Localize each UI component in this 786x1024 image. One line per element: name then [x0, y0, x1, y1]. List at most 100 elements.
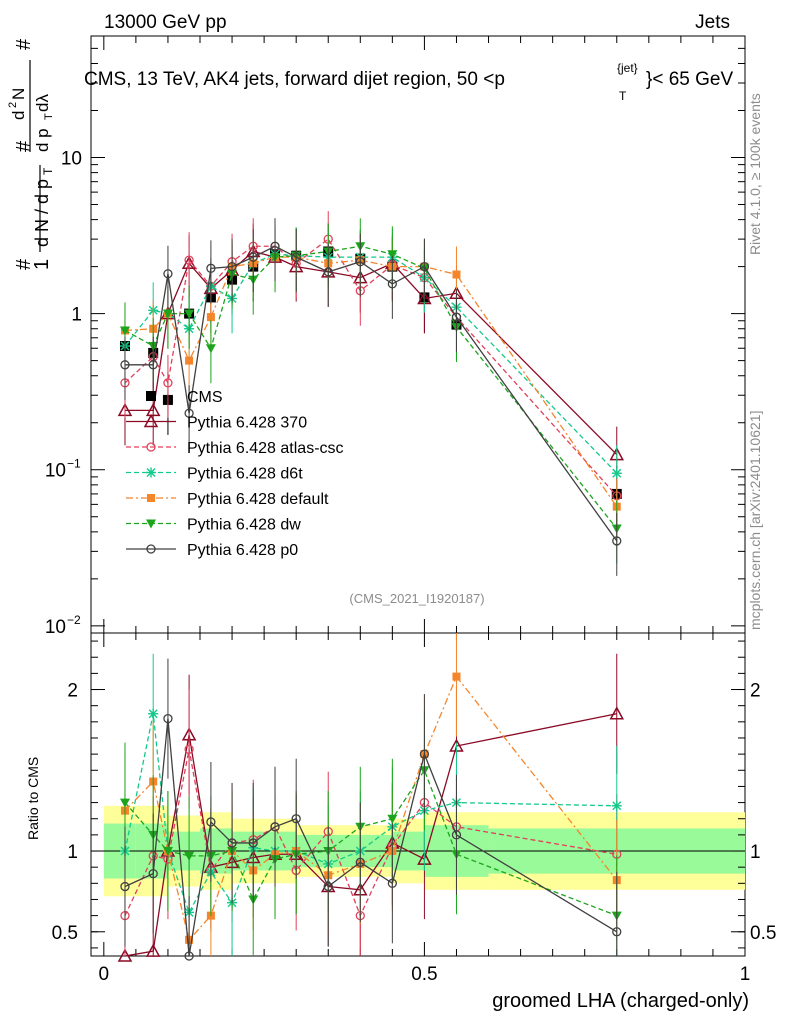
- data-point: [163, 269, 173, 279]
- ratio-axes: 0 0.5 1 0.5 0.5 1 1 2 2: [52, 633, 776, 985]
- side-label-mcplots: mcplots.cern.ch [arXiv:2401.10621]: [747, 411, 763, 630]
- data-point: [205, 344, 216, 354]
- legend-marker: [143, 413, 159, 428]
- svg-text:N: N: [9, 88, 28, 100]
- data-point: [162, 309, 173, 319]
- legend-entry: CMS: [146, 389, 223, 406]
- ratio-point: [355, 857, 365, 867]
- y-tick-label: 10: [45, 461, 66, 482]
- ratio-line: [124, 749, 617, 918]
- ratio-y-tick-label: 2: [67, 681, 78, 702]
- data-point: [145, 402, 161, 417]
- svg-text:#: #: [13, 258, 35, 270]
- svg-text:d N / d p: d N / d p: [32, 179, 52, 247]
- ratio-point: [387, 878, 398, 888]
- ratio-point: [609, 706, 625, 720]
- ratio-point: [145, 943, 161, 957]
- main-series: [117, 211, 625, 576]
- y-tick-exponent: −1: [67, 457, 81, 471]
- ratio-point: [184, 951, 194, 961]
- y-tick-exponent: −2: [67, 613, 81, 627]
- y-tick-label: 10: [61, 148, 82, 169]
- legend-label: CMS: [187, 389, 223, 406]
- ratio-series-pythia-6-428-default: [120, 633, 621, 956]
- legend-label: Pythia 6.428 atlas-csc: [187, 440, 344, 457]
- data-point: [355, 257, 365, 267]
- series-line: [124, 245, 618, 529]
- data-point: [120, 360, 130, 370]
- ratio-point: [387, 814, 398, 824]
- series-pythia-6-428-p0: [120, 218, 622, 576]
- legend-label: Pythia 6.428 dw: [187, 517, 301, 534]
- svg-text:d: d: [9, 111, 28, 120]
- ratio-point: [291, 814, 301, 824]
- title-end: }< 65 GeV: [646, 69, 733, 90]
- legend-entry: Pythia 6.428 p0: [126, 542, 298, 559]
- svg-text:dλ: dλ: [33, 94, 52, 112]
- ratio-point: [612, 927, 622, 937]
- ratio-line: [124, 718, 618, 957]
- data-point: [206, 263, 216, 273]
- ratio-y-tick-label: 1: [67, 842, 78, 863]
- ratio-point: [148, 868, 158, 879]
- data-point: [451, 312, 462, 322]
- y-tick-label: 10: [45, 617, 66, 638]
- svg-text:d p: d p: [33, 128, 52, 152]
- series-line: [124, 256, 618, 508]
- legend-entry: Pythia 6.428 370: [126, 413, 307, 432]
- legend-marker: [146, 519, 156, 529]
- ratio-point: [162, 847, 173, 857]
- analysis-watermark: (CMS_2021_I1920187): [349, 591, 484, 606]
- data-point: [248, 252, 258, 262]
- title-subscript: T: [619, 89, 627, 103]
- ratio-point: [148, 708, 159, 719]
- data-point: [419, 261, 430, 272]
- ratio-plot-frame: [90, 632, 746, 957]
- data-point: [148, 360, 158, 370]
- ratio-y-tick-label-right: 0.5: [750, 923, 776, 944]
- series-line: [124, 238, 618, 497]
- main-y-axis-label: # 1 d N / d p T # d 2 N d p T dλ #: [7, 38, 55, 270]
- svg-text:T: T: [43, 113, 55, 120]
- data-point: [387, 250, 398, 260]
- side-label-rivet: Rivet 4.1.0, ≥ 100k events: [747, 93, 763, 255]
- svg-text:#: #: [13, 38, 35, 50]
- header-jets: Jets: [695, 12, 730, 33]
- legend-marker: [146, 544, 156, 554]
- ratio-series-pythia-6-428-d6t: [119, 653, 622, 956]
- x-tick-label: 0.5: [411, 964, 437, 985]
- data-point: [184, 255, 194, 265]
- ratio-point: [163, 713, 173, 724]
- y-tick-label: 1: [71, 305, 82, 326]
- legend-entry: Pythia 6.428 d6t: [126, 466, 303, 483]
- ratio-y-axis-label: Ratio to CMS: [25, 757, 41, 840]
- data-point: [323, 267, 333, 277]
- data-point: [184, 309, 195, 319]
- data-point: [452, 270, 461, 279]
- ratio-y-tick-label-right: 1: [750, 842, 761, 863]
- legend-label: Pythia 6.428 370: [187, 415, 307, 432]
- x-tick-label: 0: [99, 964, 110, 985]
- ratio-y-tick-label: 0.5: [52, 923, 78, 944]
- header-energy: 13000 GeV pp: [104, 12, 227, 33]
- title-superscript: {jet}: [617, 61, 638, 75]
- ratio-point: [419, 749, 430, 759]
- series-line: [124, 245, 618, 542]
- svg-text:2: 2: [7, 102, 19, 108]
- data-point: [119, 326, 130, 336]
- data-point: [270, 241, 280, 251]
- y-label-fraction-1: 1: [31, 259, 53, 270]
- ratio-point: [452, 672, 461, 681]
- ratio-point: [184, 744, 194, 754]
- ratio-point: [227, 838, 237, 848]
- data-point: [184, 408, 194, 418]
- legend-marker: [146, 442, 156, 452]
- legend-entry: Pythia 6.428 default: [126, 491, 329, 508]
- data-point: [185, 356, 194, 365]
- ratio-point: [184, 851, 195, 861]
- data-point: [227, 261, 237, 272]
- data-point: [387, 279, 398, 289]
- data-point: [612, 536, 622, 546]
- ratio-series: [117, 633, 625, 962]
